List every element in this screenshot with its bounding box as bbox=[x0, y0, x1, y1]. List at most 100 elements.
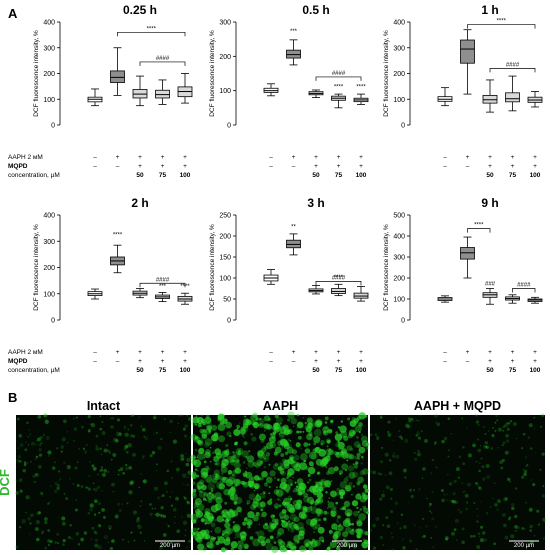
cell-speck bbox=[195, 510, 204, 518]
cell-speck bbox=[259, 476, 264, 481]
box-4 bbox=[155, 292, 170, 303]
bracket-line bbox=[467, 24, 536, 29]
cell-speck bbox=[301, 513, 308, 520]
cell-speck bbox=[197, 533, 200, 536]
micrograph-row: DCF Intact 200 µm AAPH 200 µm AAPH + MQPD 200 … bbox=[0, 399, 547, 554]
cell-speck bbox=[18, 460, 21, 462]
y-tick-label: 50 bbox=[223, 297, 231, 304]
cell-speck bbox=[268, 463, 271, 466]
cell-speck bbox=[348, 429, 356, 437]
cell-speck bbox=[532, 482, 536, 487]
cell-speck bbox=[24, 448, 28, 452]
cell-speck bbox=[37, 511, 42, 515]
cell-speck bbox=[268, 485, 271, 489]
cell-speck bbox=[452, 491, 456, 496]
condition-value: + bbox=[292, 154, 296, 161]
cell-speck bbox=[206, 492, 215, 500]
cell-speck bbox=[180, 457, 184, 462]
cell-speck bbox=[423, 535, 427, 538]
cell-speck bbox=[522, 432, 526, 436]
cell-speck bbox=[273, 503, 280, 509]
cell-speck bbox=[214, 526, 222, 534]
cell-speck bbox=[133, 539, 136, 542]
y-tick-label: 0 bbox=[227, 318, 231, 325]
cell-speck bbox=[326, 445, 329, 448]
box-2 bbox=[110, 47, 125, 96]
bracket-line bbox=[117, 31, 186, 37]
significance-mark: ** bbox=[291, 224, 296, 230]
cell-speck bbox=[108, 527, 111, 530]
cell-speck bbox=[392, 439, 395, 442]
cell-speck bbox=[44, 520, 48, 525]
cell-speck bbox=[418, 420, 420, 422]
condition-value: + bbox=[161, 163, 165, 170]
cell-speck bbox=[354, 461, 359, 465]
cell-speck bbox=[465, 508, 468, 510]
cell-speck bbox=[62, 538, 66, 543]
cell-speck bbox=[231, 525, 240, 533]
cell-speck bbox=[400, 513, 404, 516]
cell-speck bbox=[426, 497, 428, 500]
cell-speck bbox=[421, 477, 424, 479]
cell-speck bbox=[289, 497, 293, 501]
cell-speck bbox=[190, 433, 197, 441]
cell-speck bbox=[66, 465, 71, 470]
cell-speck bbox=[337, 426, 341, 429]
cell-speck bbox=[473, 441, 475, 443]
cell-speck bbox=[321, 540, 325, 543]
cell-speck bbox=[428, 502, 432, 506]
cell-speck bbox=[132, 434, 136, 438]
cell-speck bbox=[210, 489, 214, 492]
condition-value: – bbox=[93, 163, 97, 170]
cell-speck bbox=[42, 434, 46, 437]
cell-speck bbox=[222, 518, 225, 522]
cell-speck bbox=[175, 496, 179, 501]
cell-speck bbox=[255, 465, 257, 468]
cell-speck bbox=[317, 497, 324, 504]
cell-speck bbox=[123, 433, 126, 435]
cell-speck bbox=[457, 508, 460, 511]
cell-speck bbox=[193, 506, 197, 509]
cell-speck bbox=[267, 500, 273, 506]
cell-speck bbox=[320, 479, 324, 483]
cell-speck bbox=[140, 425, 142, 427]
cell-speck bbox=[221, 456, 225, 460]
cell-speck bbox=[455, 467, 460, 472]
cell-speck bbox=[169, 419, 173, 424]
cell-speck bbox=[265, 476, 273, 484]
cell-speck bbox=[282, 468, 284, 471]
significance-bracket: **** bbox=[467, 19, 536, 29]
cell-speck bbox=[185, 452, 187, 455]
cell-speck bbox=[225, 537, 231, 542]
cell-speck bbox=[476, 520, 479, 523]
cell-speck bbox=[18, 434, 23, 438]
cell-speck bbox=[458, 455, 462, 459]
cell-speck bbox=[495, 414, 498, 417]
cell-speck bbox=[422, 534, 426, 538]
cell-speck bbox=[410, 418, 415, 423]
cell-speck bbox=[415, 419, 418, 422]
cell-speck bbox=[66, 430, 69, 433]
cell-speck bbox=[227, 469, 233, 475]
cell-speck bbox=[40, 492, 44, 495]
cell-speck bbox=[111, 417, 115, 420]
cell-speck bbox=[407, 424, 411, 429]
cell-speck bbox=[485, 445, 490, 450]
cell-speck bbox=[431, 491, 434, 493]
cell-speck bbox=[278, 504, 282, 508]
cell-speck bbox=[242, 418, 250, 426]
cell-speck bbox=[101, 420, 104, 424]
cell-speck bbox=[491, 426, 495, 430]
cell-speck bbox=[229, 434, 232, 438]
condition-value: + bbox=[183, 349, 187, 356]
cell-speck bbox=[112, 490, 115, 493]
cell-speck bbox=[289, 440, 292, 442]
cell-speck bbox=[347, 465, 355, 472]
dcf-axis-label: DCF bbox=[0, 469, 12, 496]
cell-speck bbox=[221, 509, 229, 517]
cell-speck bbox=[116, 431, 119, 434]
cell-speck bbox=[251, 436, 257, 442]
cell-speck bbox=[263, 466, 266, 469]
cell-speck bbox=[185, 438, 188, 440]
cell-speck bbox=[247, 460, 255, 468]
